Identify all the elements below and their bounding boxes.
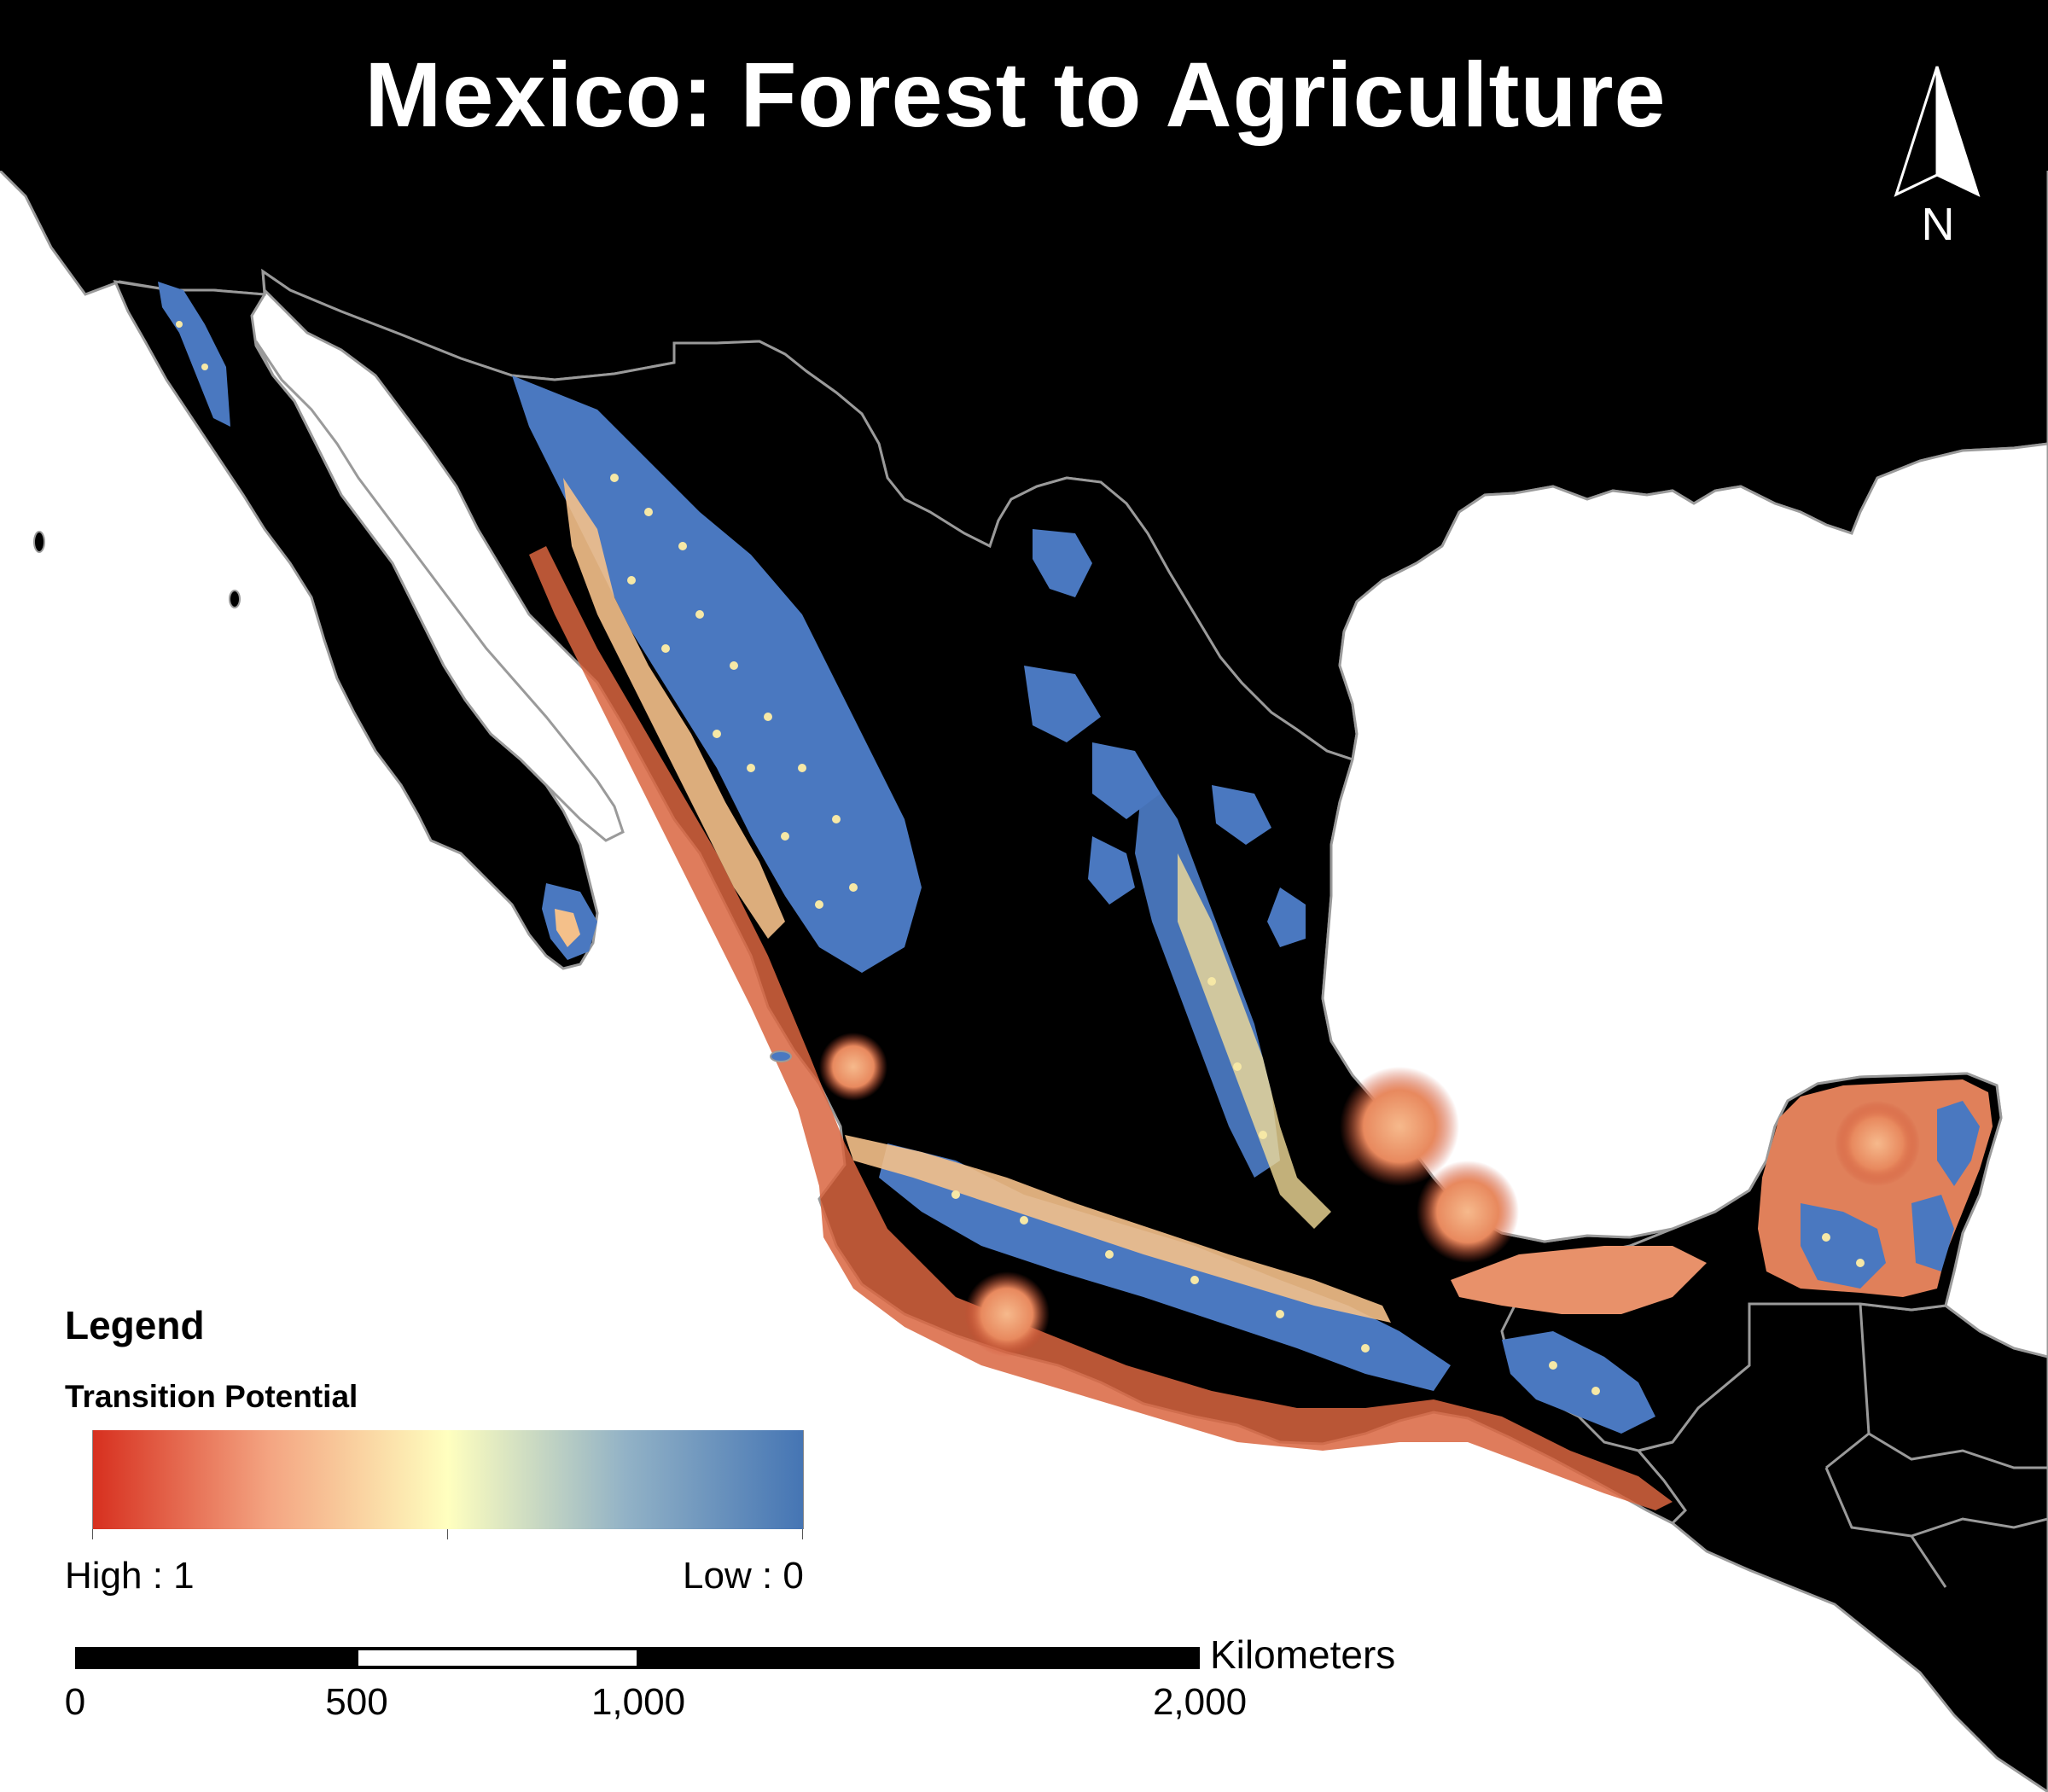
- scale-bar-label: 2,000: [1152, 1681, 1248, 1723]
- scale-bar: [75, 1647, 1200, 1669]
- transition-potential-raster: [158, 282, 1993, 1510]
- scale-bar-label: 0: [64, 1681, 86, 1723]
- scale-bar-unit: Kilometers: [1210, 1632, 1396, 1677]
- legend-ramp-tick: [802, 1529, 803, 1539]
- island: [770, 1050, 792, 1062]
- country-borders: [1824, 1303, 2048, 1588]
- gulf-of-california: [254, 340, 625, 842]
- north-arrow-icon: [1894, 66, 1981, 197]
- title-band: [0, 0, 2048, 171]
- map-title: Mexico: Forest to Agriculture: [364, 43, 1667, 146]
- legend-color-ramp: [92, 1430, 804, 1529]
- scale-bar-label: 1,000: [591, 1681, 686, 1723]
- legend-ramp-tick: [92, 1529, 93, 1539]
- island: [229, 590, 241, 608]
- legend-subtitle: Transition Potential: [65, 1379, 358, 1414]
- north-arrow-label: N: [1921, 199, 1955, 250]
- legend-title: Legend: [65, 1303, 205, 1347]
- legend-high-label: High : 1: [65, 1555, 195, 1597]
- legend-ramp-tick: [447, 1529, 448, 1539]
- scale-bar-label: 500: [325, 1681, 388, 1723]
- scale-bar-segment: [358, 1650, 637, 1666]
- legend-low-label: Low : 0: [683, 1555, 804, 1597]
- island: [33, 531, 45, 553]
